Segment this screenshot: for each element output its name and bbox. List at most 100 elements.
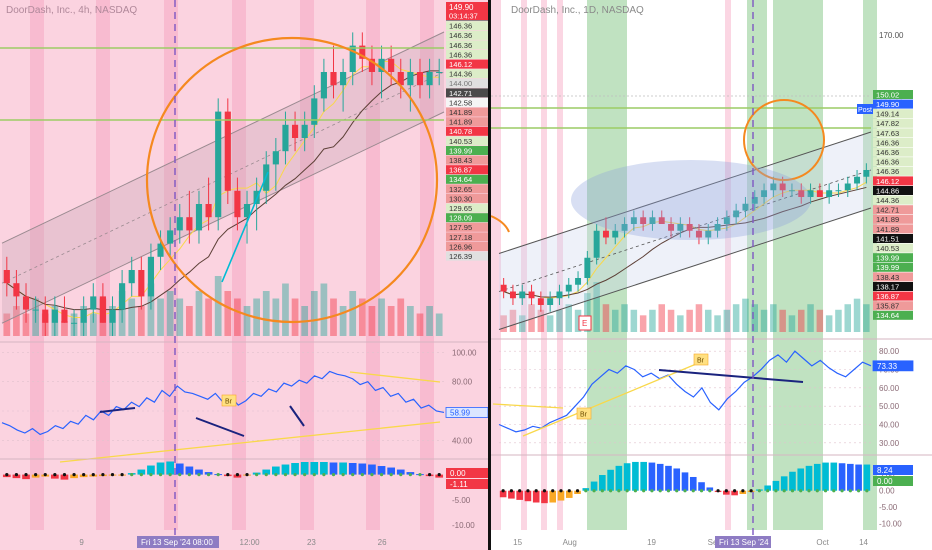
momentum-zero-dot	[840, 489, 844, 493]
price-badge-label: 136.87	[449, 166, 472, 175]
momentum-bar	[524, 490, 532, 502]
rsi-trendline-flat	[492, 403, 564, 409]
price-badge-label: 147.82	[876, 119, 899, 128]
price-badge-label: 144.36	[449, 70, 472, 79]
momentum-zero-dot	[158, 472, 163, 477]
channel-fill	[2, 32, 444, 324]
moving-average-line	[503, 181, 867, 299]
momentum-bar	[607, 469, 614, 491]
moving-average-line	[503, 186, 867, 298]
momentum-bar	[731, 490, 738, 496]
panel-separator	[488, 0, 491, 550]
momentum-zero-dot	[650, 489, 654, 493]
momentum-zero-dot	[389, 472, 393, 477]
date-label: 12:00	[240, 538, 261, 547]
momentum-zero-dot	[625, 489, 629, 493]
volume-bar	[537, 309, 545, 332]
momentum-bar	[772, 480, 780, 491]
momentum-badge-label: 0.00	[877, 477, 893, 486]
candle-body	[42, 309, 49, 323]
volume-bar	[407, 306, 414, 336]
rsi-line	[498, 350, 872, 433]
price-badge-label: 126.39	[449, 252, 472, 261]
price-badge-label: 139.99	[876, 254, 899, 263]
candle-body	[176, 217, 183, 231]
price-badge	[873, 272, 913, 282]
volume-bar	[262, 291, 270, 336]
volume-bar	[214, 276, 222, 336]
candle-body	[621, 224, 628, 231]
volume-bar	[137, 306, 145, 336]
candle-body	[854, 176, 861, 184]
volume-bar	[339, 306, 347, 336]
session-band	[96, 0, 110, 530]
price-badge-label: 132.65	[449, 185, 472, 194]
highlight-arc	[491, 215, 510, 233]
rsi-tick-label: 50.00	[879, 402, 900, 411]
price-badge	[446, 88, 488, 98]
momentum-bar	[656, 463, 664, 491]
momentum-bar	[723, 490, 730, 495]
rsi-trendline-resistance	[349, 371, 441, 383]
candle-body	[349, 45, 356, 72]
volume-bar	[611, 309, 619, 332]
momentum-badge-label: 8.24	[877, 466, 893, 475]
session-band	[300, 0, 314, 530]
candle-body	[186, 217, 193, 231]
momentum-bar	[830, 462, 838, 491]
momentum-zero-dot	[823, 489, 828, 493]
price-badge-label: 127.95	[449, 223, 472, 232]
volume-bar	[844, 304, 852, 332]
volume-bar	[89, 313, 97, 336]
momentum-zero-dot	[341, 472, 345, 477]
price-badge-label: 146.36	[876, 148, 899, 157]
price-badge	[446, 146, 488, 155]
candle-body	[770, 183, 777, 191]
candle-body	[733, 210, 740, 218]
candle-body	[742, 203, 749, 211]
price-badge-label: 130.30	[449, 194, 472, 203]
volume-bar	[546, 315, 554, 332]
momentum-bar	[706, 487, 714, 491]
price-badge	[873, 109, 913, 119]
rsi-divergence-mark	[289, 405, 305, 427]
date-label: 15	[513, 538, 522, 547]
momentum-zero-dot	[303, 472, 307, 477]
candle-body	[695, 230, 702, 238]
price-badge	[873, 186, 913, 195]
momentum-zero-dot	[235, 472, 240, 477]
cloud-band	[571, 160, 811, 240]
momentum-badge-label: 0.00	[450, 469, 466, 478]
momentum-zero-dot	[5, 472, 9, 477]
volume-bar	[22, 313, 30, 336]
momentum-bar	[310, 462, 319, 475]
price-badge-label: 144.00	[449, 79, 472, 88]
left-chart-panel[interactable]: DoorDash, Inc., 4h, NASDAQ 149.14147.631…	[0, 0, 488, 550]
date-label: 9	[79, 538, 84, 547]
price-badge	[446, 40, 488, 50]
volume-bar	[195, 291, 203, 336]
volume-bar	[243, 306, 251, 336]
price-badge	[446, 107, 488, 117]
momentum-zero-dot	[699, 489, 704, 493]
volume-bar	[788, 315, 796, 332]
volume-bar	[742, 298, 749, 332]
br-label: Br	[697, 358, 705, 365]
candle-body	[61, 309, 68, 323]
volume-bar	[574, 309, 582, 332]
price-badge	[446, 194, 488, 203]
rsi-tick-label: 30.00	[879, 439, 900, 448]
candle-body	[22, 296, 30, 310]
session-band	[557, 0, 563, 530]
momentum-badge	[873, 465, 913, 475]
price-badge-label: 138.43	[449, 156, 472, 165]
momentum-bar	[516, 490, 523, 500]
crosshair-date-label: Fri 13 Sep '24 08:00	[141, 538, 213, 547]
momentum-zero-dot	[72, 472, 76, 477]
volume-bar	[528, 304, 535, 332]
momentum-zero-dot	[178, 472, 182, 477]
channel-line	[498, 207, 872, 330]
candle-body	[807, 190, 814, 197]
